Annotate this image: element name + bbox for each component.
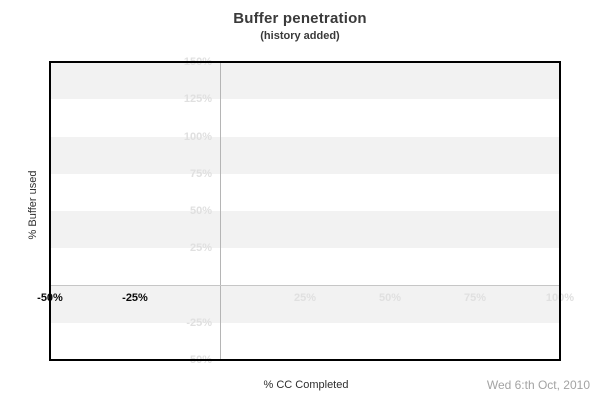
footer-date: Wed 6:th Oct, 2010 (486, 378, 590, 392)
x-tick-75: 75% (463, 292, 487, 304)
zero-vertical-gridline (220, 62, 221, 360)
chart-subtitle: (history added) (260, 30, 340, 42)
y-tick-50: 50% (189, 205, 212, 217)
y-tick-25: 25% (189, 242, 212, 254)
zero-horizontal-gridline (50, 285, 560, 286)
y-tick-neg25: -25% (186, 317, 212, 329)
x-tick-50: 50% (378, 292, 402, 304)
x-tick-neg50: -50% (37, 292, 63, 304)
stripe-band-0-neg25 (50, 285, 560, 323)
x-tick-25: 25% (293, 292, 317, 304)
x-axis-title: % CC Completed (263, 379, 349, 391)
y-axis-title: % Buffer used (27, 170, 39, 240)
stripe-band-150-125 (50, 62, 560, 99)
stripe-band-50-25 (50, 211, 560, 248)
y-tick-125: 125% (183, 93, 212, 105)
y-tick-neg50: -50% (186, 354, 212, 366)
y-tick-100: 100% (183, 131, 212, 143)
stripe-band-100-75 (50, 137, 560, 174)
chart-title: Buffer penetration (233, 10, 367, 27)
y-tick-150: 150% (183, 56, 212, 68)
y-tick-75: 75% (189, 168, 212, 180)
x-tick-100: 100% (545, 292, 575, 304)
x-tick-neg25: -25% (122, 292, 148, 304)
plot-area: 150% 125% 100% 75% 50% 25% -25% -50% -50… (37, 56, 574, 366)
